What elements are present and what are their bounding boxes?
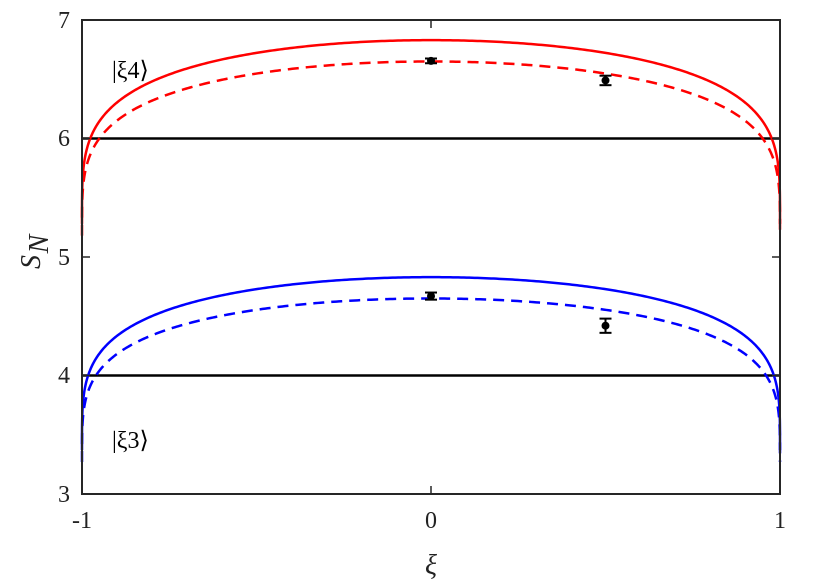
point-marker [601, 76, 610, 85]
data-point [599, 74, 612, 87]
series-line-xi4-dashed [80, 60, 782, 236]
x-tick-label: 0 [425, 508, 437, 534]
plot-area [80, 38, 782, 463]
y-tick-label: 3 [58, 482, 70, 508]
data-point [425, 291, 437, 301]
y-axis-label: S N [16, 233, 55, 269]
y-axis-label-main: S [16, 255, 47, 269]
data-point [599, 317, 612, 334]
tick-marks [81, 19, 781, 495]
y-tick-label: 5 [58, 245, 70, 271]
ket-label-xi3: |ξ3⟩ [112, 428, 149, 454]
series-line-xi4-solid [80, 38, 782, 224]
x-tick-label: 1 [774, 508, 786, 534]
ket-label-xi4: |ξ4⟩ [112, 58, 149, 84]
y-tick-label: 4 [58, 363, 70, 389]
point-marker [601, 321, 610, 330]
x-tick-label: -1 [72, 508, 92, 534]
y-tick-label: 6 [58, 126, 70, 152]
y-tick-label: 7 [58, 8, 70, 34]
point-marker [427, 56, 435, 65]
x-axis-label: ξ [425, 550, 437, 581]
y-axis-label-subscript: N [24, 233, 55, 254]
point-marker [427, 292, 435, 301]
series-line-xi3-solid [80, 275, 782, 451]
data-point [425, 56, 437, 65]
